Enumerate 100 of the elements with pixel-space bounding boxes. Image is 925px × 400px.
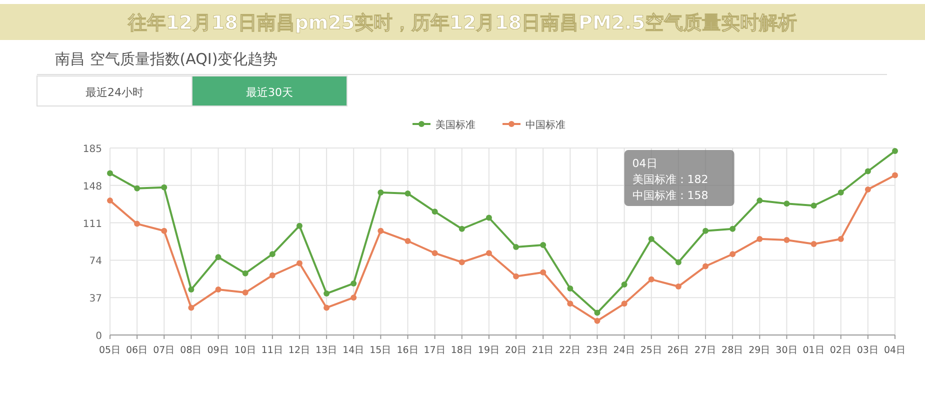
point <box>458 226 465 232</box>
x-tick-label: 26日 <box>667 345 690 356</box>
point <box>621 281 628 288</box>
y-tick-label: 185 <box>82 144 102 155</box>
y-tick-label: 0 <box>96 331 102 342</box>
y-tick-label: 37 <box>89 294 102 305</box>
x-tick-label: 28日 <box>722 345 744 356</box>
x-tick-label: 18日 <box>450 345 473 356</box>
point <box>242 270 248 276</box>
point <box>378 228 384 234</box>
point <box>324 304 330 311</box>
point <box>675 283 682 290</box>
point <box>730 226 736 232</box>
y-tick-label: 148 <box>82 181 102 192</box>
x-tick-label: 21日 <box>532 345 554 356</box>
point <box>567 286 574 292</box>
text: 最近30天 <box>246 86 293 99</box>
point <box>161 184 168 190</box>
point <box>296 222 302 229</box>
x-tick-label: 16日 <box>396 345 419 356</box>
point <box>188 304 194 311</box>
point <box>324 290 330 297</box>
point <box>486 250 492 256</box>
point <box>269 272 276 278</box>
point <box>107 198 113 204</box>
x-tick-label: 24日 <box>613 345 636 356</box>
point <box>188 286 194 293</box>
point <box>756 236 763 242</box>
point <box>730 251 736 258</box>
point <box>810 202 817 209</box>
point <box>458 259 465 266</box>
point <box>350 294 357 301</box>
point <box>161 228 168 234</box>
point <box>784 236 790 243</box>
point <box>784 200 790 207</box>
point <box>838 236 844 242</box>
point <box>215 254 222 260</box>
x-tick-label: 29日 <box>748 345 771 356</box>
x-tick-label: 05日 <box>98 345 122 356</box>
point <box>702 228 709 234</box>
annotation: 04日 <box>632 157 658 170</box>
point <box>810 241 817 248</box>
legend-label: 中国标准 <box>526 119 566 131</box>
point <box>702 263 709 270</box>
x-tick-label: 22日 <box>559 345 582 356</box>
point <box>756 198 763 204</box>
point <box>378 189 384 196</box>
x-tick-label: 13日 <box>316 345 338 356</box>
point <box>621 300 628 307</box>
point <box>269 251 276 258</box>
point <box>540 269 546 276</box>
y-tick-label: 74 <box>89 256 102 268</box>
point <box>432 208 438 215</box>
x-tick-label: 09日 <box>207 345 230 356</box>
x-tick-label: 06日 <box>126 345 148 356</box>
x-tick-label: 04日 <box>884 345 906 356</box>
point <box>134 220 140 227</box>
x-tick-label: 23日 <box>586 345 608 356</box>
x-tick-label: 17日 <box>424 345 446 356</box>
point <box>648 276 654 282</box>
point <box>567 300 574 307</box>
x-tick-label: 03日 <box>856 345 879 356</box>
point <box>864 168 871 174</box>
x-tick-label: 27日 <box>694 345 717 356</box>
chart-subtitle: 南昌 空气质量指数(AQI)变化趋势 <box>55 50 278 68</box>
point <box>350 280 357 286</box>
text: 最近24小时 <box>86 86 144 99</box>
point <box>594 318 600 324</box>
annotation: 中国标准：158 <box>632 189 708 202</box>
point <box>892 172 898 178</box>
point <box>648 236 654 242</box>
x-tick-label: 08日 <box>180 345 202 356</box>
x-tick-label: 10日 <box>234 345 256 356</box>
x-tick-label: 02日 <box>830 345 852 356</box>
x-tick-label: 25日 <box>640 345 662 356</box>
annotation: 美国标准：182 <box>632 173 708 186</box>
point <box>215 286 222 293</box>
x-tick-label: 30日 <box>776 345 798 356</box>
point <box>675 259 682 266</box>
legend-label: 美国标准 <box>436 119 476 131</box>
y-tick-label: 111 <box>82 218 102 230</box>
point <box>594 310 600 316</box>
point <box>513 273 520 280</box>
point <box>486 214 492 221</box>
point <box>107 170 113 176</box>
x-tick-label: 14日 <box>342 345 365 356</box>
x-tick-label: 11日 <box>261 345 284 356</box>
point <box>864 186 871 192</box>
x-tick-label: 07日 <box>153 345 176 356</box>
point <box>296 260 302 266</box>
x-tick-label: 01日 <box>802 345 825 356</box>
point <box>513 244 520 250</box>
point <box>134 185 140 192</box>
x-tick-label: 20日 <box>504 345 528 356</box>
point <box>404 190 411 196</box>
point <box>892 148 898 154</box>
point <box>432 250 438 256</box>
point <box>838 189 844 196</box>
point <box>540 242 546 248</box>
x-tick-label: 15日 <box>370 345 392 356</box>
